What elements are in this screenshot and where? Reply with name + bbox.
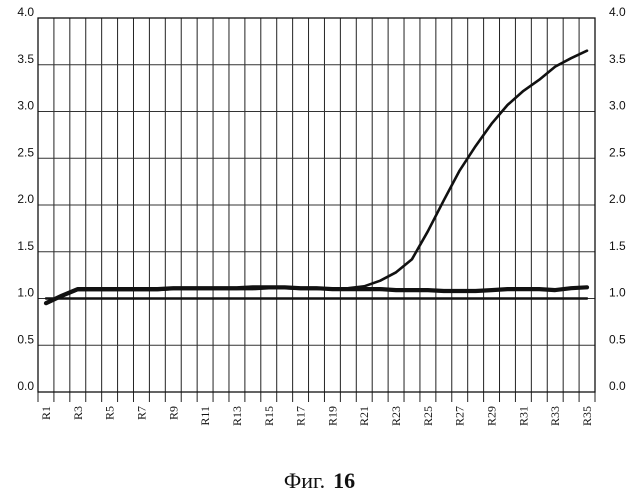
y-tick-label-right: 2.0: [609, 192, 626, 206]
y-tick-label-right: 3.5: [609, 52, 626, 66]
figure-caption: Фиг. 16: [0, 468, 639, 494]
y-tick-label-left: 1.0: [17, 286, 34, 300]
series-line: [46, 287, 587, 303]
y-tick-label-right: 0.5: [609, 332, 626, 346]
y-tick-label-left: 1.5: [17, 239, 34, 253]
x-tick-label: R11: [198, 406, 212, 426]
x-tick-label: R19: [325, 406, 339, 426]
caption-prefix: Фиг.: [284, 468, 325, 493]
x-tick-label: R15: [262, 406, 276, 426]
y-tick-label-right: 1.0: [609, 286, 626, 300]
x-tick-label: R3: [71, 406, 85, 420]
x-tick-label: R23: [389, 406, 403, 426]
y-tick-label-right: 2.5: [609, 145, 626, 159]
y-tick-label-right: 3.0: [609, 99, 626, 113]
y-tick-label-left: 2.5: [17, 145, 34, 159]
x-tick-label: R21: [357, 406, 371, 426]
x-tick-label: R17: [294, 406, 308, 426]
y-tick-label-left: 3.0: [17, 99, 34, 113]
x-tick-label: R7: [134, 406, 148, 420]
y-tick-label-left: 3.5: [17, 52, 34, 66]
y-tick-label-left: 4.0: [17, 5, 34, 19]
y-tick-label-right: 1.5: [609, 239, 626, 253]
y-tick-label-right: 0.0: [609, 379, 626, 393]
x-tick-label: R13: [230, 406, 244, 426]
x-tick-label: R27: [453, 406, 467, 426]
y-tick-label-left: 0.5: [17, 332, 34, 346]
x-tick-label: R33: [548, 406, 562, 426]
caption-number: 16: [333, 468, 355, 493]
series-line: [46, 51, 587, 304]
y-tick-label-right: 4.0: [609, 5, 626, 19]
x-tick-label: R29: [485, 406, 499, 426]
x-tick-label: R1: [39, 406, 53, 420]
x-tick-label: R25: [421, 406, 435, 426]
y-tick-label-left: 2.0: [17, 192, 34, 206]
x-tick-label: R9: [166, 406, 180, 420]
x-tick-label: R5: [103, 406, 117, 420]
y-tick-label-left: 0.0: [17, 379, 34, 393]
x-tick-label: R35: [580, 406, 594, 426]
x-tick-label: R31: [516, 406, 530, 426]
